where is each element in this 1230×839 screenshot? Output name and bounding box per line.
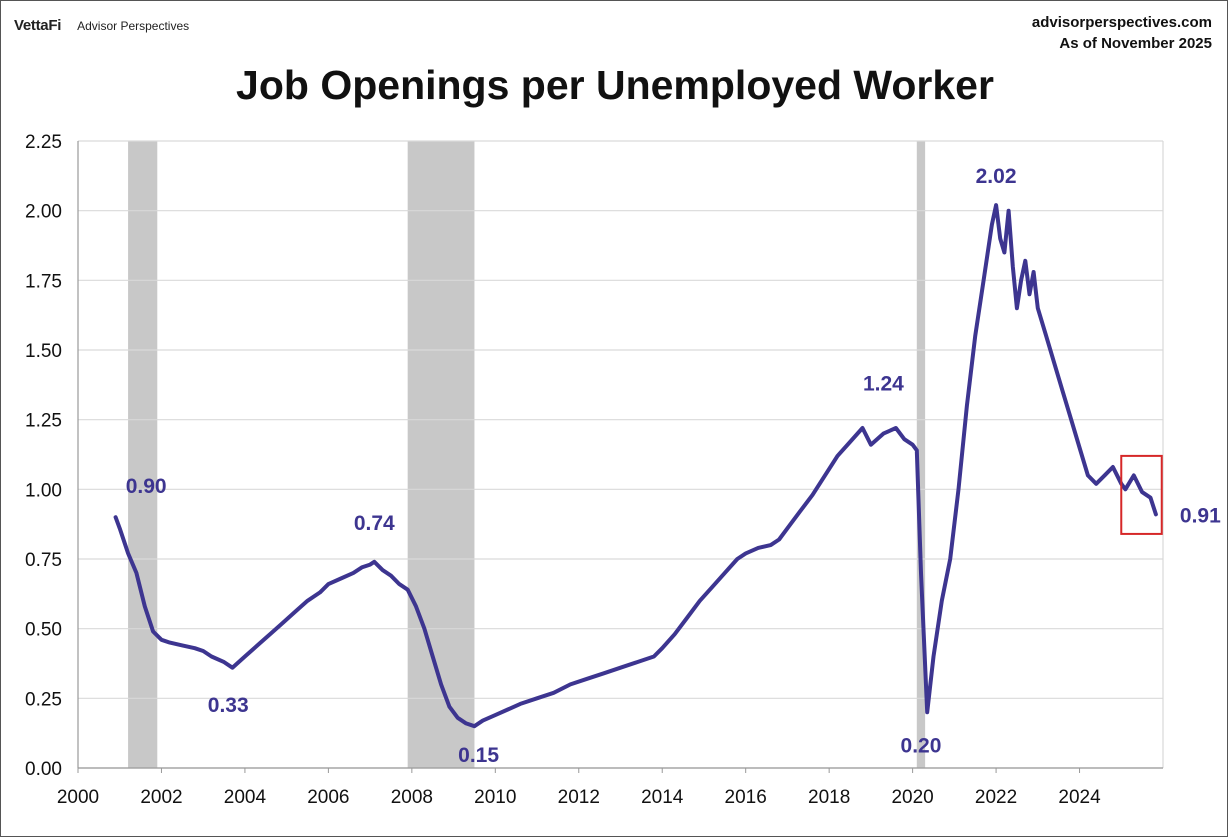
recession-band (128, 141, 158, 768)
y-tick-label: 0.50 (25, 620, 62, 641)
as-of-date: As of November 2025 (1059, 35, 1212, 52)
x-tick-label: 2008 (391, 787, 433, 808)
data-label: 0.90 (126, 475, 167, 498)
x-tick-label: 2006 (307, 787, 349, 808)
data-label: 1.24 (863, 372, 904, 395)
x-tick-label: 2014 (641, 787, 684, 808)
x-tick-label: 2016 (725, 787, 767, 808)
data-label: 0.15 (458, 744, 499, 767)
y-tick-label: 0.75 (25, 550, 62, 571)
y-tick-label: 1.25 (25, 411, 62, 432)
x-tick-label: 2018 (808, 787, 850, 808)
recession-band (407, 141, 475, 768)
data-label: 2.02 (976, 165, 1017, 188)
brand: VettaFi Advisor Perspectives (14, 17, 189, 34)
x-tick-label: 2002 (140, 787, 182, 808)
x-tick-label: 2020 (891, 787, 933, 808)
brand-subtitle: Advisor Perspectives (77, 19, 190, 33)
data-label: 0.91 (1180, 504, 1221, 527)
source-url: advisorperspectives.com (1031, 14, 1212, 31)
chart-title: Job Openings per Unemployed Worker (236, 62, 994, 108)
y-tick-label: 2.25 (25, 132, 62, 153)
x-tick-label: 2004 (224, 787, 267, 808)
y-tick-label: 1.00 (25, 480, 62, 501)
data-label: 0.20 (901, 734, 942, 757)
x-tick-label: 2012 (558, 787, 600, 808)
series-line (113, 203, 1158, 729)
y-tick-label: 1.50 (25, 341, 62, 362)
data-label: 0.33 (208, 694, 249, 717)
data-label: 0.74 (354, 512, 395, 535)
source-block: advisorperspectives.com As of November 2… (1032, 12, 1212, 54)
y-tick-label: 0.25 (25, 689, 62, 710)
y-tick-label: 1.75 (25, 271, 62, 292)
x-tick-label: 2010 (474, 787, 516, 808)
vettafi-logo: VettaFi (14, 17, 62, 34)
y-tick-label: 2.00 (25, 202, 62, 223)
y-tick-label: 0.00 (25, 759, 62, 780)
x-tick-label: 2000 (57, 787, 99, 808)
recession-band (916, 141, 926, 768)
x-tick-label: 2024 (1058, 787, 1101, 808)
latest-value-highlight-box (1120, 454, 1163, 535)
x-tick-label: 2022 (975, 787, 1017, 808)
